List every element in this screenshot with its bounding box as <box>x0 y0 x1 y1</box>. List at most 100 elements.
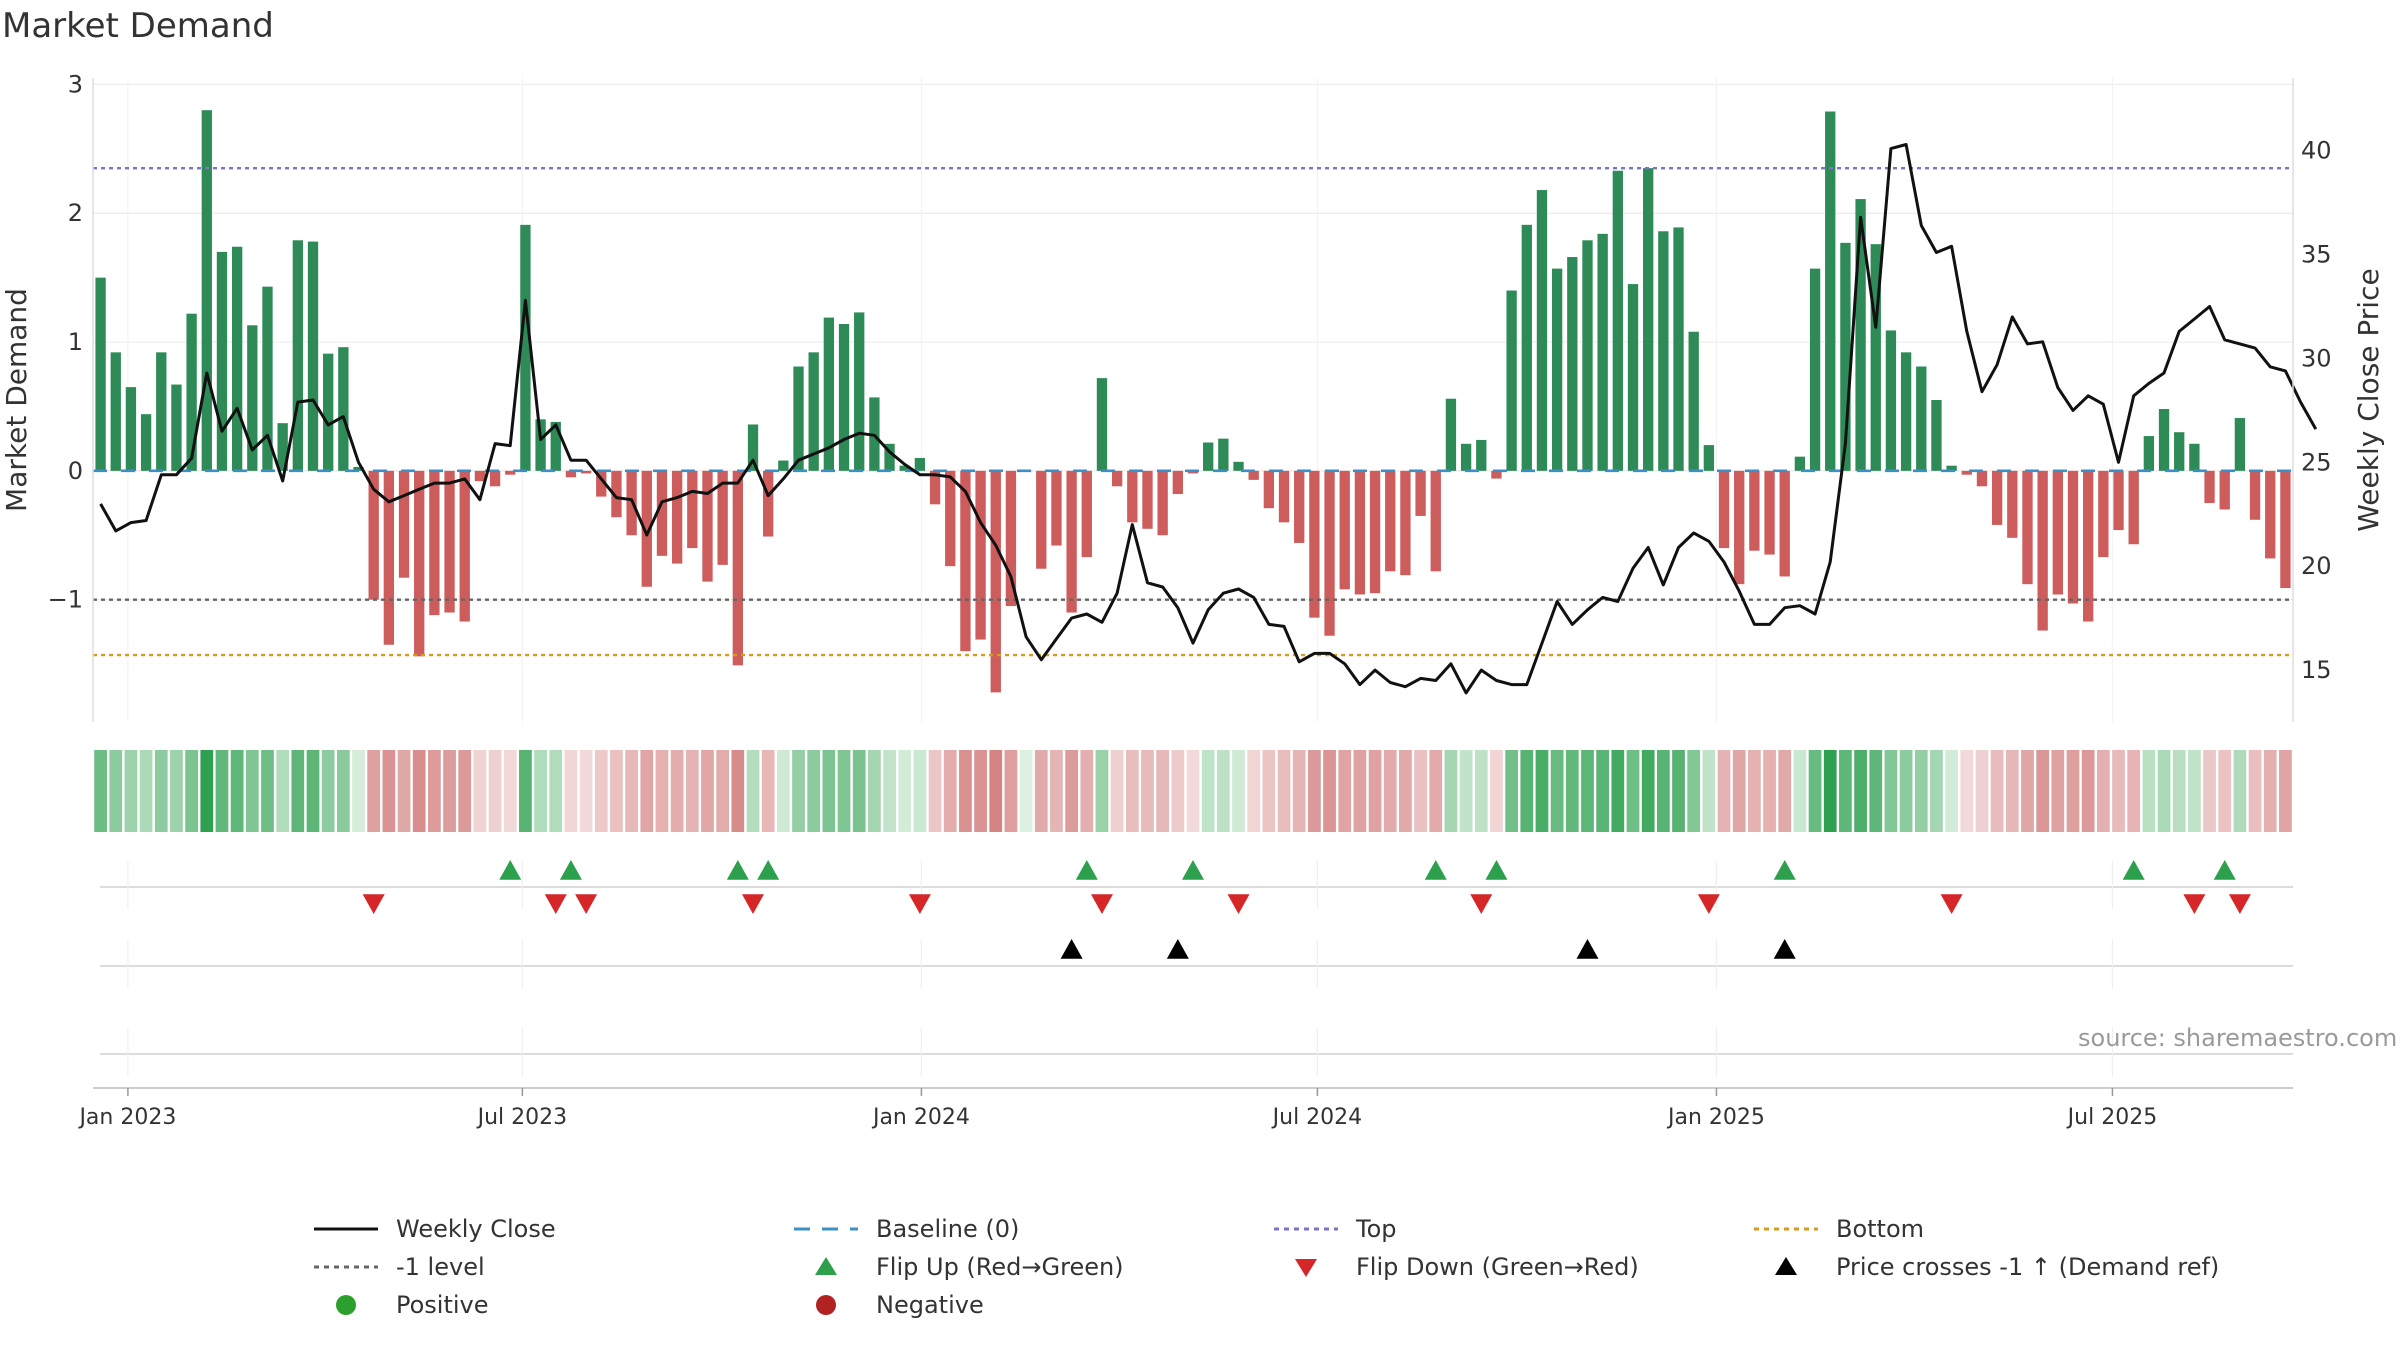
flip-down-marker <box>1470 894 1493 914</box>
demand-bar <box>1354 470 1366 595</box>
flip-down-marker <box>1227 894 1250 914</box>
demand-bar <box>171 384 182 471</box>
demand-bar <box>1294 470 1305 543</box>
demand-bar <box>1445 398 1457 471</box>
heat-cell <box>1156 750 1170 832</box>
heat-cell <box>1125 750 1139 832</box>
heat-cell <box>989 750 1003 832</box>
demand-bar <box>1612 170 1623 471</box>
y2-tick-label: 25 <box>2301 448 2332 476</box>
heat-cell <box>473 750 487 832</box>
heat-cell <box>1019 750 1033 832</box>
heat-cell <box>1945 750 1958 832</box>
heat-cell <box>261 750 274 832</box>
demand-bar <box>717 470 728 565</box>
demand-bar <box>580 470 592 474</box>
heat-cell <box>1368 750 1382 832</box>
heat-cell <box>1383 750 1397 832</box>
heat-cell <box>1656 750 1670 832</box>
demand-bar <box>414 470 425 657</box>
legend-top-label: Top <box>1356 1215 1397 1243</box>
demand-bar <box>1779 470 1790 577</box>
demand-bar <box>975 470 986 640</box>
heat-cell <box>746 750 760 832</box>
demand-bar <box>808 352 819 471</box>
demand-bar <box>489 470 501 487</box>
demand-bar <box>262 286 273 471</box>
heat-cell <box>822 750 836 832</box>
demand-bar <box>1506 290 1517 471</box>
demand-bar <box>1976 470 1988 487</box>
price-cross-marker <box>1576 939 1599 959</box>
heat-cell <box>1596 750 1610 832</box>
demand-bar <box>1855 199 1866 471</box>
flip-up-marker <box>1424 860 1447 880</box>
demand-bar <box>1051 470 1062 546</box>
flip-down-marker <box>908 894 931 914</box>
demand-bar <box>914 457 926 471</box>
x-tick-label: Jul 2025 <box>2066 1105 2158 1130</box>
demand-bar <box>1567 257 1578 471</box>
demand-bar <box>1916 366 1927 471</box>
flip-up-marker <box>726 860 749 880</box>
demand-bar <box>1157 470 1168 536</box>
demand-bar <box>140 414 152 471</box>
heat-cell <box>1899 750 1913 832</box>
heat-cell <box>230 750 244 832</box>
heat-cell <box>852 750 866 832</box>
legend-weekly-close-label: Weekly Close <box>396 1215 556 1243</box>
heat-cell <box>1399 750 1412 832</box>
heat-cell <box>1990 750 2004 832</box>
demand-bar <box>1840 242 1851 471</box>
heat-cell <box>564 750 578 832</box>
demand-bar <box>854 312 865 471</box>
heat-cell <box>2142 750 2156 832</box>
demand-bar <box>2189 443 2200 471</box>
y2-tick-label: 15 <box>2301 656 2332 684</box>
axes: 3 2 1 0 −1 40 35 30 25 20 15 Market Demand Weekly Cl… <box>0 70 2385 722</box>
flip-up-marker <box>2122 860 2145 880</box>
demand-bar <box>2037 470 2048 631</box>
legend-bottom-label: Bottom <box>1836 1215 1925 1243</box>
heat-cell <box>2127 750 2141 832</box>
heat-cell <box>458 750 472 832</box>
demand-bar <box>338 347 349 471</box>
demand-bar <box>899 465 910 471</box>
heat-cell <box>2263 750 2277 832</box>
demand-bar <box>1718 470 1730 549</box>
chart-title: Market Demand <box>2 6 274 46</box>
heat-cell <box>731 750 745 832</box>
heat-cell <box>2081 750 2095 832</box>
demand-bar <box>2204 470 2215 504</box>
demand-bar <box>2249 470 2261 520</box>
demand-bar <box>383 470 395 645</box>
demand-bar <box>656 470 668 556</box>
heat-cell <box>1520 750 1534 832</box>
demand-bar <box>307 241 319 471</box>
heat-cell <box>367 750 381 832</box>
flip-down-marker <box>742 894 764 914</box>
y-tick-label: 1 <box>68 328 83 356</box>
demand-bar <box>1794 456 1806 471</box>
demand-bar <box>1885 330 1897 471</box>
heat-cell <box>837 750 851 832</box>
demand-bar <box>505 470 516 475</box>
demand-bar <box>156 352 167 471</box>
heat-cell <box>2218 750 2232 832</box>
weekly-close-line <box>99 143 2318 695</box>
demand-bar <box>1385 470 1396 572</box>
legend-negative-swatch <box>816 1295 836 1315</box>
heat-cell <box>913 750 927 832</box>
demand-bar <box>2007 470 2018 538</box>
demand-bar <box>1551 268 1563 471</box>
heat-cell <box>610 750 623 832</box>
heat-cell <box>443 750 456 832</box>
heat-cell <box>1869 750 1883 832</box>
heat-cell <box>1474 750 1488 832</box>
legend-weekly-close-swatch <box>314 1227 378 1231</box>
signal-panels <box>100 860 2293 1076</box>
y-axis-title: Market Demand <box>0 288 33 512</box>
demand-bar <box>1400 470 1411 576</box>
heat-cell <box>1854 750 1867 832</box>
heat-cell <box>428 750 441 832</box>
